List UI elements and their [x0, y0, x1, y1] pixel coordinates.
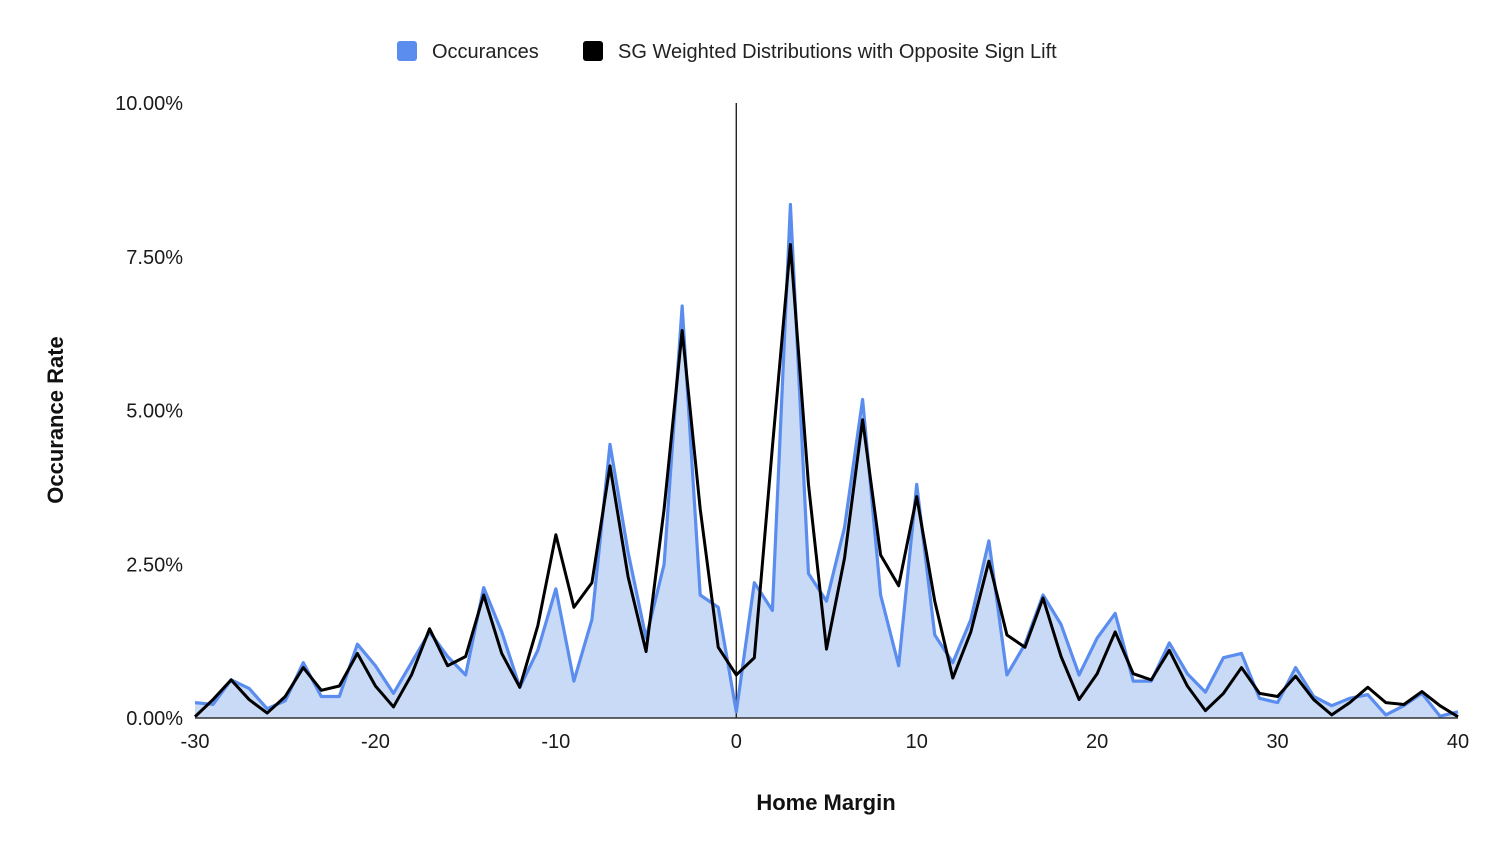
line-series-sg-weighted: [193, 242, 1459, 719]
legend: Occurances SG Weighted Distributions wit…: [397, 41, 1057, 63]
legend-label-occurances: Occurances: [432, 41, 539, 63]
x-tick-label: -20: [361, 731, 390, 753]
y-tick-label: 2.50%: [126, 554, 183, 576]
x-tick-label: -30: [181, 731, 210, 753]
x-tick-label: -10: [541, 731, 570, 753]
x-tick-label: 10: [906, 731, 928, 753]
legend-label-sg-weighted: SG Weighted Distributions with Opposite …: [618, 41, 1057, 63]
x-tick-label: 20: [1086, 731, 1108, 753]
y-axis-title: Occurance Rate: [43, 336, 68, 504]
x-axis: -30 -20 -10 0 10 20 30 40: [181, 731, 1470, 753]
y-tick-label: 5.00%: [126, 401, 183, 423]
y-axis: 0.00% 2.50% 5.00% 7.50% 10.00%: [115, 93, 183, 730]
y-tick-label: 7.50%: [126, 247, 183, 269]
line-series-occurances: [194, 202, 1459, 718]
x-axis-title: Home Margin: [756, 790, 895, 815]
plot-area: [193, 103, 1459, 719]
x-tick-label: 0: [731, 731, 742, 753]
legend-swatch-occurances: [397, 41, 417, 61]
x-tick-label: 40: [1447, 731, 1469, 753]
area-series-occurances: [195, 204, 1458, 719]
y-tick-label: 0.00%: [126, 708, 183, 730]
y-tick-label: 10.00%: [115, 93, 183, 115]
legend-swatch-sg-weighted: [583, 41, 603, 61]
x-tick-label: 30: [1266, 731, 1288, 753]
